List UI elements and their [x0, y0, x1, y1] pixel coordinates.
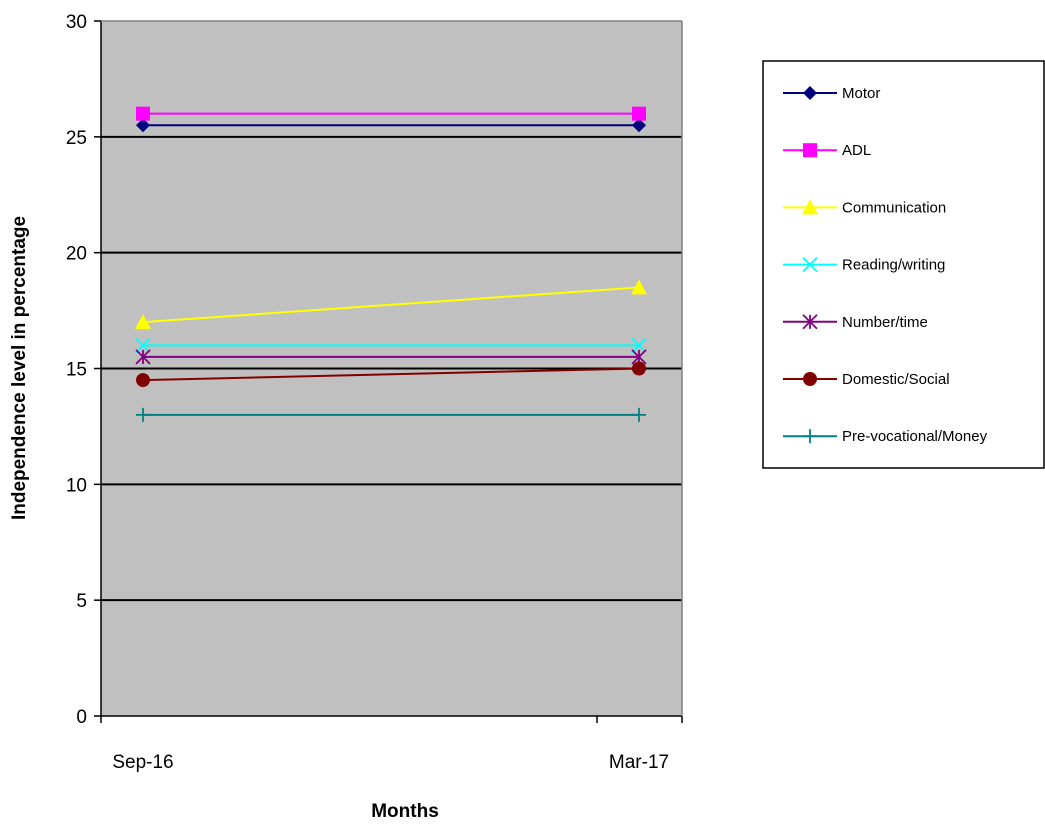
legend-item: Number/time: [783, 314, 928, 331]
marker-stroke: [631, 337, 647, 353]
data-point: [135, 349, 151, 365]
y-tick-label: 15: [66, 360, 87, 381]
legend: Motor ADL Communication Reading/writing Numb…: [762, 60, 1045, 469]
series-communication: [135, 279, 647, 330]
legend-item: Communication: [783, 199, 946, 216]
series-adl: [136, 106, 646, 121]
legend-marker: [802, 314, 818, 330]
series-pre-vocational-money: [136, 407, 646, 422]
data-point: [632, 361, 646, 376]
y-tick-label: 5: [76, 591, 87, 612]
legend-label: Communication: [842, 199, 946, 216]
legend-label: Pre-vocational/Money: [842, 428, 988, 445]
legend-marker: [803, 86, 817, 100]
legend-item: ADL: [783, 142, 871, 159]
data-point: [632, 118, 646, 133]
data-point: [632, 106, 646, 121]
legend-label: Motor: [842, 85, 880, 102]
y-tick-label: 25: [66, 128, 87, 149]
legend-label: Number/time: [842, 314, 928, 331]
x-axis-title: Months: [371, 801, 439, 822]
y-tick-label: 10: [66, 475, 87, 496]
legend-marker: [803, 429, 817, 444]
y-tick-label: 20: [66, 244, 87, 265]
legend-label: ADL: [842, 142, 871, 159]
data-point: [135, 314, 151, 330]
data-point: [631, 337, 647, 353]
data-point: [136, 106, 150, 121]
legend-marker: [803, 372, 817, 386]
x-axis-ticks: Sep-16 Mar-17: [100, 716, 683, 773]
legend-item: Pre-vocational/Money: [783, 428, 988, 445]
data-point: [631, 279, 647, 295]
series-line: [142, 286, 640, 324]
legend-item: Motor: [783, 85, 880, 102]
legend-item: Domestic/Social: [783, 371, 950, 388]
legend-marker: [802, 199, 818, 215]
marker-stroke: [802, 256, 818, 273]
series-motor: [136, 118, 646, 133]
y-axis-title: Independence level in percentage: [9, 216, 30, 520]
y-tick-label: 30: [66, 12, 87, 33]
data-point: [632, 407, 646, 422]
data-point: [135, 337, 151, 353]
x-tick-label: Mar-17: [609, 752, 669, 773]
data-point: [136, 407, 150, 422]
y-tick-label: 0: [76, 707, 87, 728]
series-line: [142, 367, 640, 382]
marker-stroke: [135, 337, 151, 353]
y-axis-ticks: 0 5 10 15 20 25 30: [66, 12, 101, 728]
data-point: [136, 373, 150, 388]
x-tick-label: Sep-16: [112, 752, 173, 773]
legend-label: Domestic/Social: [842, 371, 950, 388]
legend-item: Reading/writing: [783, 257, 945, 274]
series-domestic-social: [136, 361, 646, 388]
legend-label: Reading/writing: [842, 257, 945, 274]
series-number-time: [135, 349, 647, 365]
gridlines: [101, 135, 682, 602]
legend-marker: [802, 256, 818, 273]
series-group: [135, 106, 647, 422]
data-point: [136, 118, 150, 133]
series-reading-writing: [135, 337, 647, 353]
legend-marker: [803, 143, 817, 158]
